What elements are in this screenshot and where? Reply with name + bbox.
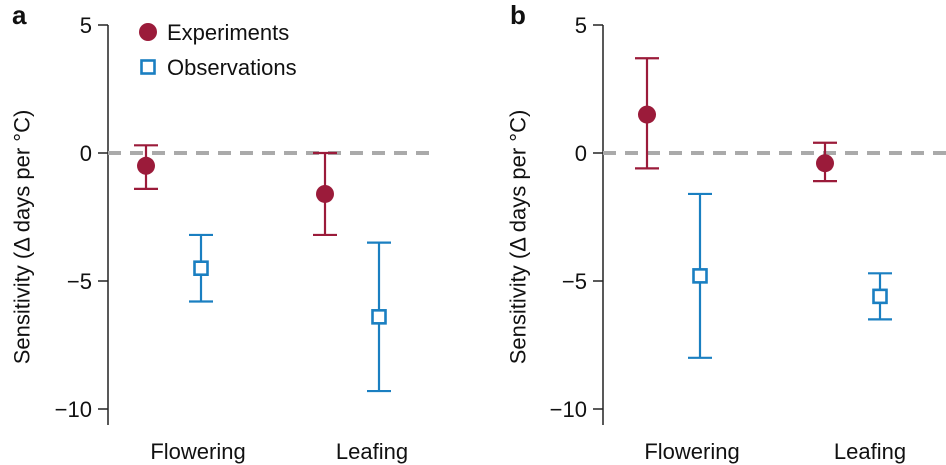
panel-label: a xyxy=(12,0,27,30)
marker-circle xyxy=(316,184,334,203)
legend-marker-circle xyxy=(139,23,157,41)
legend-label: Experiments xyxy=(167,20,289,45)
y-tick-label: 5 xyxy=(80,13,92,38)
panel-label: b xyxy=(510,0,526,30)
data-point-experiments xyxy=(635,57,659,170)
x-category-label: Flowering xyxy=(150,439,245,464)
y-tick-label: 0 xyxy=(575,141,587,166)
y-axis-title: Sensitivity (Δ days per °C) xyxy=(506,110,531,365)
y-tick-label: −10 xyxy=(55,397,92,422)
y-tick-label: −10 xyxy=(550,397,587,422)
x-category-label: Flowering xyxy=(644,439,739,464)
data-point-experiments xyxy=(813,141,837,183)
marker-square xyxy=(872,288,888,305)
marker-square xyxy=(193,260,209,277)
data-point-observations xyxy=(189,233,213,303)
legend-label: Observations xyxy=(167,55,297,80)
marker-circle xyxy=(638,105,656,124)
legend: Experiments Observations xyxy=(139,20,297,80)
x-category-label: Leafing xyxy=(834,439,906,464)
x-category-label: Leafing xyxy=(336,439,408,464)
chart-panel-b: b Sensitivity (Δ days per °C) 5 0 −5 −10 Flowe… xyxy=(506,0,946,464)
chart-panel-a: a Sensitivity (Δ days per °C) 5 0 −5 −10 Flowe… xyxy=(10,0,430,464)
data-point-observations xyxy=(868,272,892,321)
y-tick-label: −5 xyxy=(67,269,92,294)
marker-circle xyxy=(137,156,155,175)
y-tick-label: −5 xyxy=(562,269,587,294)
y-tick-label: 0 xyxy=(80,141,92,166)
y-axis-title: Sensitivity (Δ days per °C) xyxy=(10,110,35,365)
y-tick-label: 5 xyxy=(575,13,587,38)
marker-square xyxy=(692,268,708,284)
legend-marker-square xyxy=(140,59,156,75)
data-point-experiments xyxy=(134,144,158,190)
data-point-observations xyxy=(367,241,391,393)
marker-circle xyxy=(816,154,834,173)
marker-square xyxy=(371,309,387,325)
data-point-observations xyxy=(688,192,712,359)
data-point-experiments xyxy=(313,151,337,237)
